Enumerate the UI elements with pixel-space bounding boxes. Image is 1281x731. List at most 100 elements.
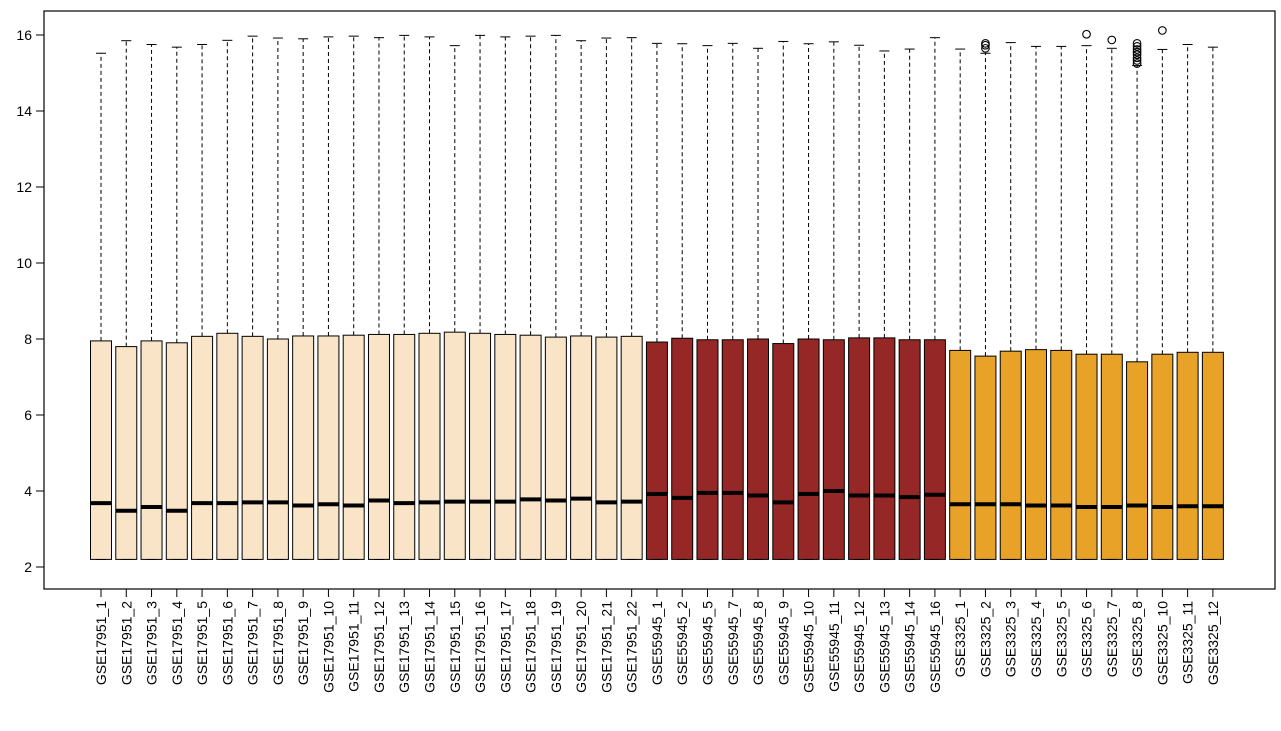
box-body [342,334,365,560]
box-body [544,336,567,560]
x-tick-label: GSE17951_22 [624,601,640,693]
box-GSE17951_19 [544,34,567,560]
box-GSE17951_8 [266,37,289,560]
box-body [721,339,744,560]
y-tick-label: 16 [16,27,32,43]
x-tick-label: GSE17951_17 [497,601,513,693]
x-tick-label: GSE17951_1 [93,601,109,685]
outlier-point [1132,50,1142,60]
box-body [645,341,668,560]
box-GSE17951_16 [469,34,492,560]
box-body [418,332,441,560]
x-tick-label: GSE55945_13 [876,601,892,693]
x-tick-label: GSE17951_5 [194,601,210,685]
box-GSE55945_12 [848,44,871,560]
box-body [519,334,542,560]
x-tick-label: GSE17951_4 [169,601,185,685]
box-GSE55945_10 [797,43,820,560]
box-GSE17951_14 [418,36,441,560]
box-GSE55945_14 [898,48,921,560]
box-GSE3325_6 [1075,29,1098,560]
box-body [393,333,416,560]
y-tick-label: 8 [24,331,32,347]
box-body [620,335,643,560]
box-body [923,339,946,560]
box-GSE3325_10 [1151,26,1174,560]
box-body [696,339,719,560]
box-body [317,335,340,560]
box-body [949,349,972,560]
box-GSE17951_12 [367,37,390,560]
box-body [1100,353,1123,560]
box-body [1151,353,1174,560]
x-tick-label: GSE17951_12 [371,601,387,693]
box-GSE55945_1 [645,42,668,560]
box-body [747,338,770,560]
box-body [90,340,112,560]
box-body [570,335,593,560]
x-tick-label: GSE3325_11 [1180,601,1196,684]
x-tick-label: GSE3325_6 [1079,601,1095,677]
box-body [1176,351,1199,560]
x-tick-label: GSE17951_2 [118,601,134,685]
x-tick-label: GSE17951_16 [472,601,488,693]
box-body [292,335,315,560]
box-GSE55945_13 [873,50,896,560]
box-GSE17951_15 [443,45,466,560]
box-GSE3325_2 [974,39,997,560]
y-tick-label: 4 [24,483,32,499]
outlier-point [1132,45,1142,54]
box-GSE55945_8 [747,47,770,560]
box-GSE17951_3 [140,44,163,560]
x-tick-label: GSE17951_18 [523,601,539,693]
x-tick-label: GSE3325_10 [1154,601,1170,685]
y-tick-label: 6 [24,407,32,423]
box-GSE17951_22 [620,37,643,560]
box-body [494,333,517,560]
x-tick-label: GSE3325_1 [952,601,968,677]
box-body [191,335,214,560]
x-tick-label: GSE17951_10 [320,601,336,693]
x-tick-label: GSE17951_9 [295,601,311,685]
box-body [241,335,264,560]
box-GSE17951_1 [90,52,112,560]
outlier-point [1132,59,1142,68]
box-GSE3325_8 [1126,39,1149,560]
x-tick-label: GSE55945_16 [927,601,943,693]
box-series [90,26,1224,560]
box-GSE17951_5 [191,44,214,560]
box-body [797,338,820,560]
box-body [974,355,997,560]
y-tick-label: 2 [24,559,32,575]
x-tick-label: GSE17951_15 [447,601,463,693]
x-tick-label: GSE17951_6 [219,601,235,685]
box-GSE3325_11 [1176,44,1199,560]
x-tick-label: GSE3325_3 [1003,601,1019,677]
box-GSE55945_16 [923,37,946,560]
outlier-point [981,39,990,48]
box-GSE55945_7 [721,42,744,560]
box-body [443,331,466,560]
box-body [266,338,289,560]
y-tick-label: 10 [16,255,32,271]
box-body [772,343,795,560]
x-tick-label: GSE3325_2 [977,601,993,677]
x-tick-label: GSE17951_21 [598,601,614,693]
x-tick-label: GSE3325_7 [1104,601,1120,677]
box-body [165,342,188,560]
box-GSE17951_9 [292,38,315,560]
box-body [115,346,138,560]
x-tick-label: GSE17951_13 [396,601,412,693]
x-tick-label: GSE3325_8 [1129,601,1145,677]
box-body [140,340,163,560]
y-tick-label: 12 [16,179,32,195]
x-tick-label: GSE55945_14 [902,601,918,693]
x-tick-label: GSE55945_11 [826,601,842,692]
outlier-point [1157,26,1167,35]
box-body [1075,353,1098,560]
outlier-point [1132,47,1142,57]
box-body [469,332,492,560]
box-GSE17951_13 [393,34,416,560]
x-tick-label: GSE55945_9 [775,601,791,685]
box-GSE55945_9 [772,40,795,560]
